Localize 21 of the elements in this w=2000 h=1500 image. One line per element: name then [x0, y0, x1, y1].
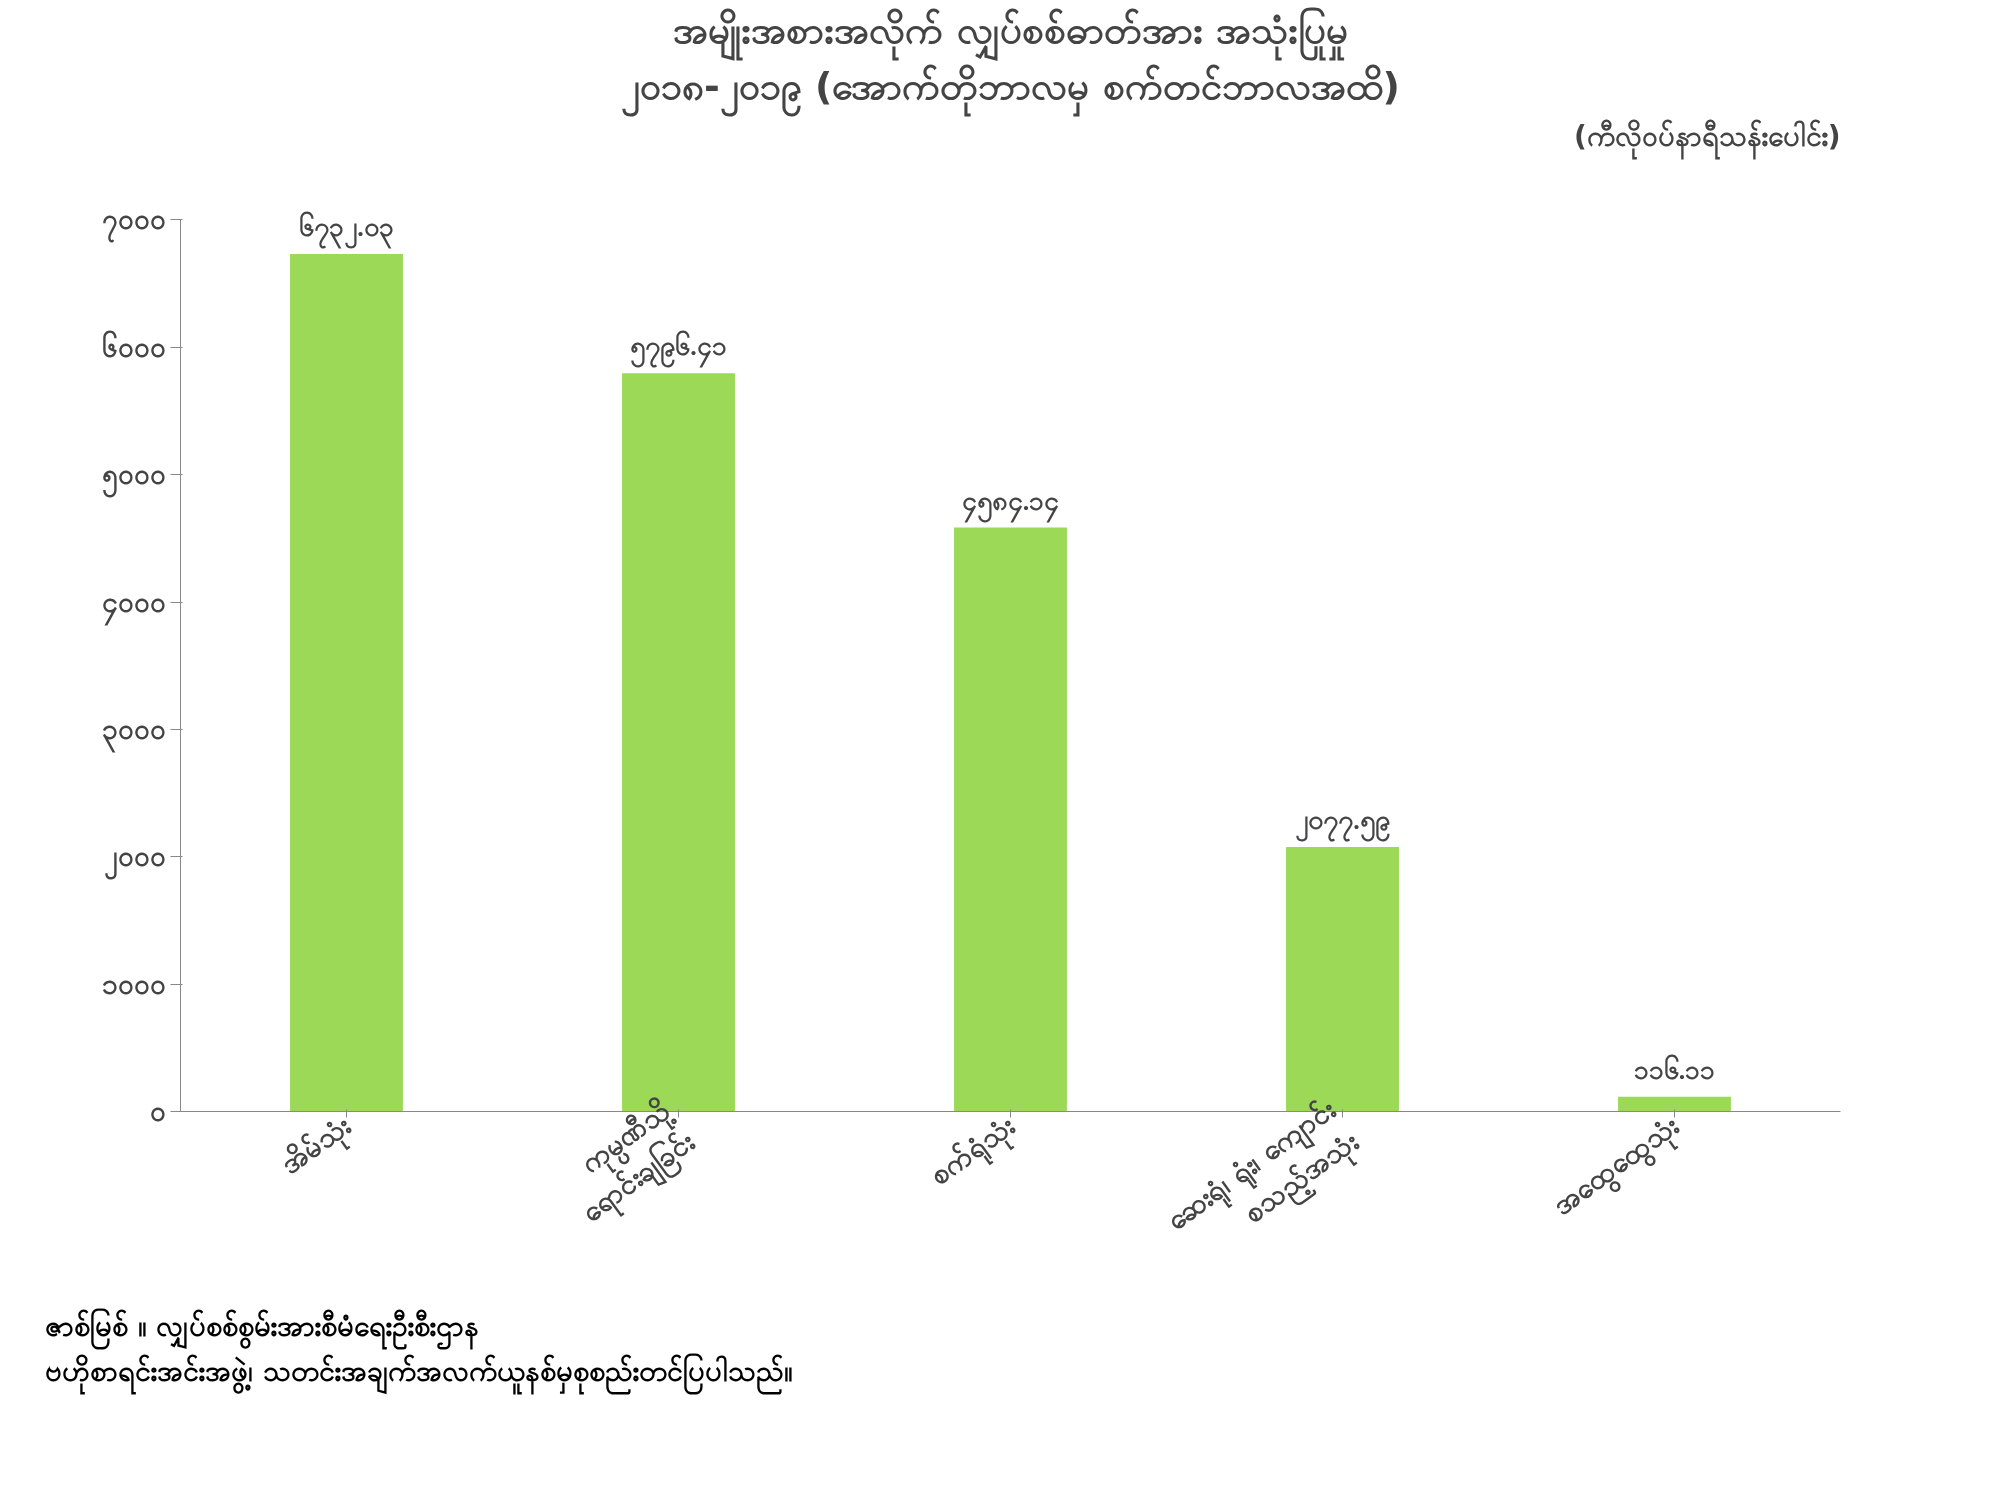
data-label: ၆၇၃၂.၀၃ — [299, 211, 394, 250]
chart-subtitle: ၂၀၁၈-၂၀၁၉ (အောက်တိုဘာလမှ စက်တင်ဘာလအထိ) — [621, 63, 1400, 117]
y-tick-label: ၁၀၀၀ — [101, 967, 166, 1001]
y-tick-label: ၄၀၀၀ — [101, 585, 166, 626]
data-label: ၂၀၇၇.၅၉ — [1295, 805, 1390, 842]
y-tick-label: ၂၀၀၀ — [103, 840, 166, 881]
data-label: ၁၁၆.၁၁ — [1633, 1053, 1716, 1085]
data-label: ၄၅၈၄.၁၄ — [961, 486, 1060, 523]
chart-title: အမျိုးအစားအလိုက် လျှပ်စစ်ဓာတ်အား အသုံးပြုမှု — [673, 6, 1348, 61]
y-tick-label: ၅၀၀၀ — [101, 458, 166, 499]
y-tick-label: ၃၀၀၀ — [101, 712, 166, 753]
bar — [290, 254, 403, 1112]
y-tick-label: ၀ — [149, 1095, 166, 1128]
y-axis-title: (ကီလိုဝပ်နာရီသန်းပေါင်း) — [1573, 118, 1841, 160]
bar — [1618, 1096, 1731, 1112]
y-tick-label: ၇၀၀၀ — [101, 203, 166, 244]
bar — [954, 527, 1067, 1112]
data-label: ၅၇၉၆.၄၁ — [630, 330, 727, 369]
text: ဗဟိုစာရင်းအင်းအဖွဲ့၊ သတင်းအချက်အလက်ယူနစ်မှစုစည်းတင်ပြပါသည်။ — [45, 1352, 793, 1395]
text: ဇာစ်မြစ် ။ လျှပ်စစ်စွမ်းအားစီမံရေးဦးစီးဌာန — [45, 1307, 481, 1350]
y-tick-label: ၆၀၀၀ — [101, 329, 166, 364]
